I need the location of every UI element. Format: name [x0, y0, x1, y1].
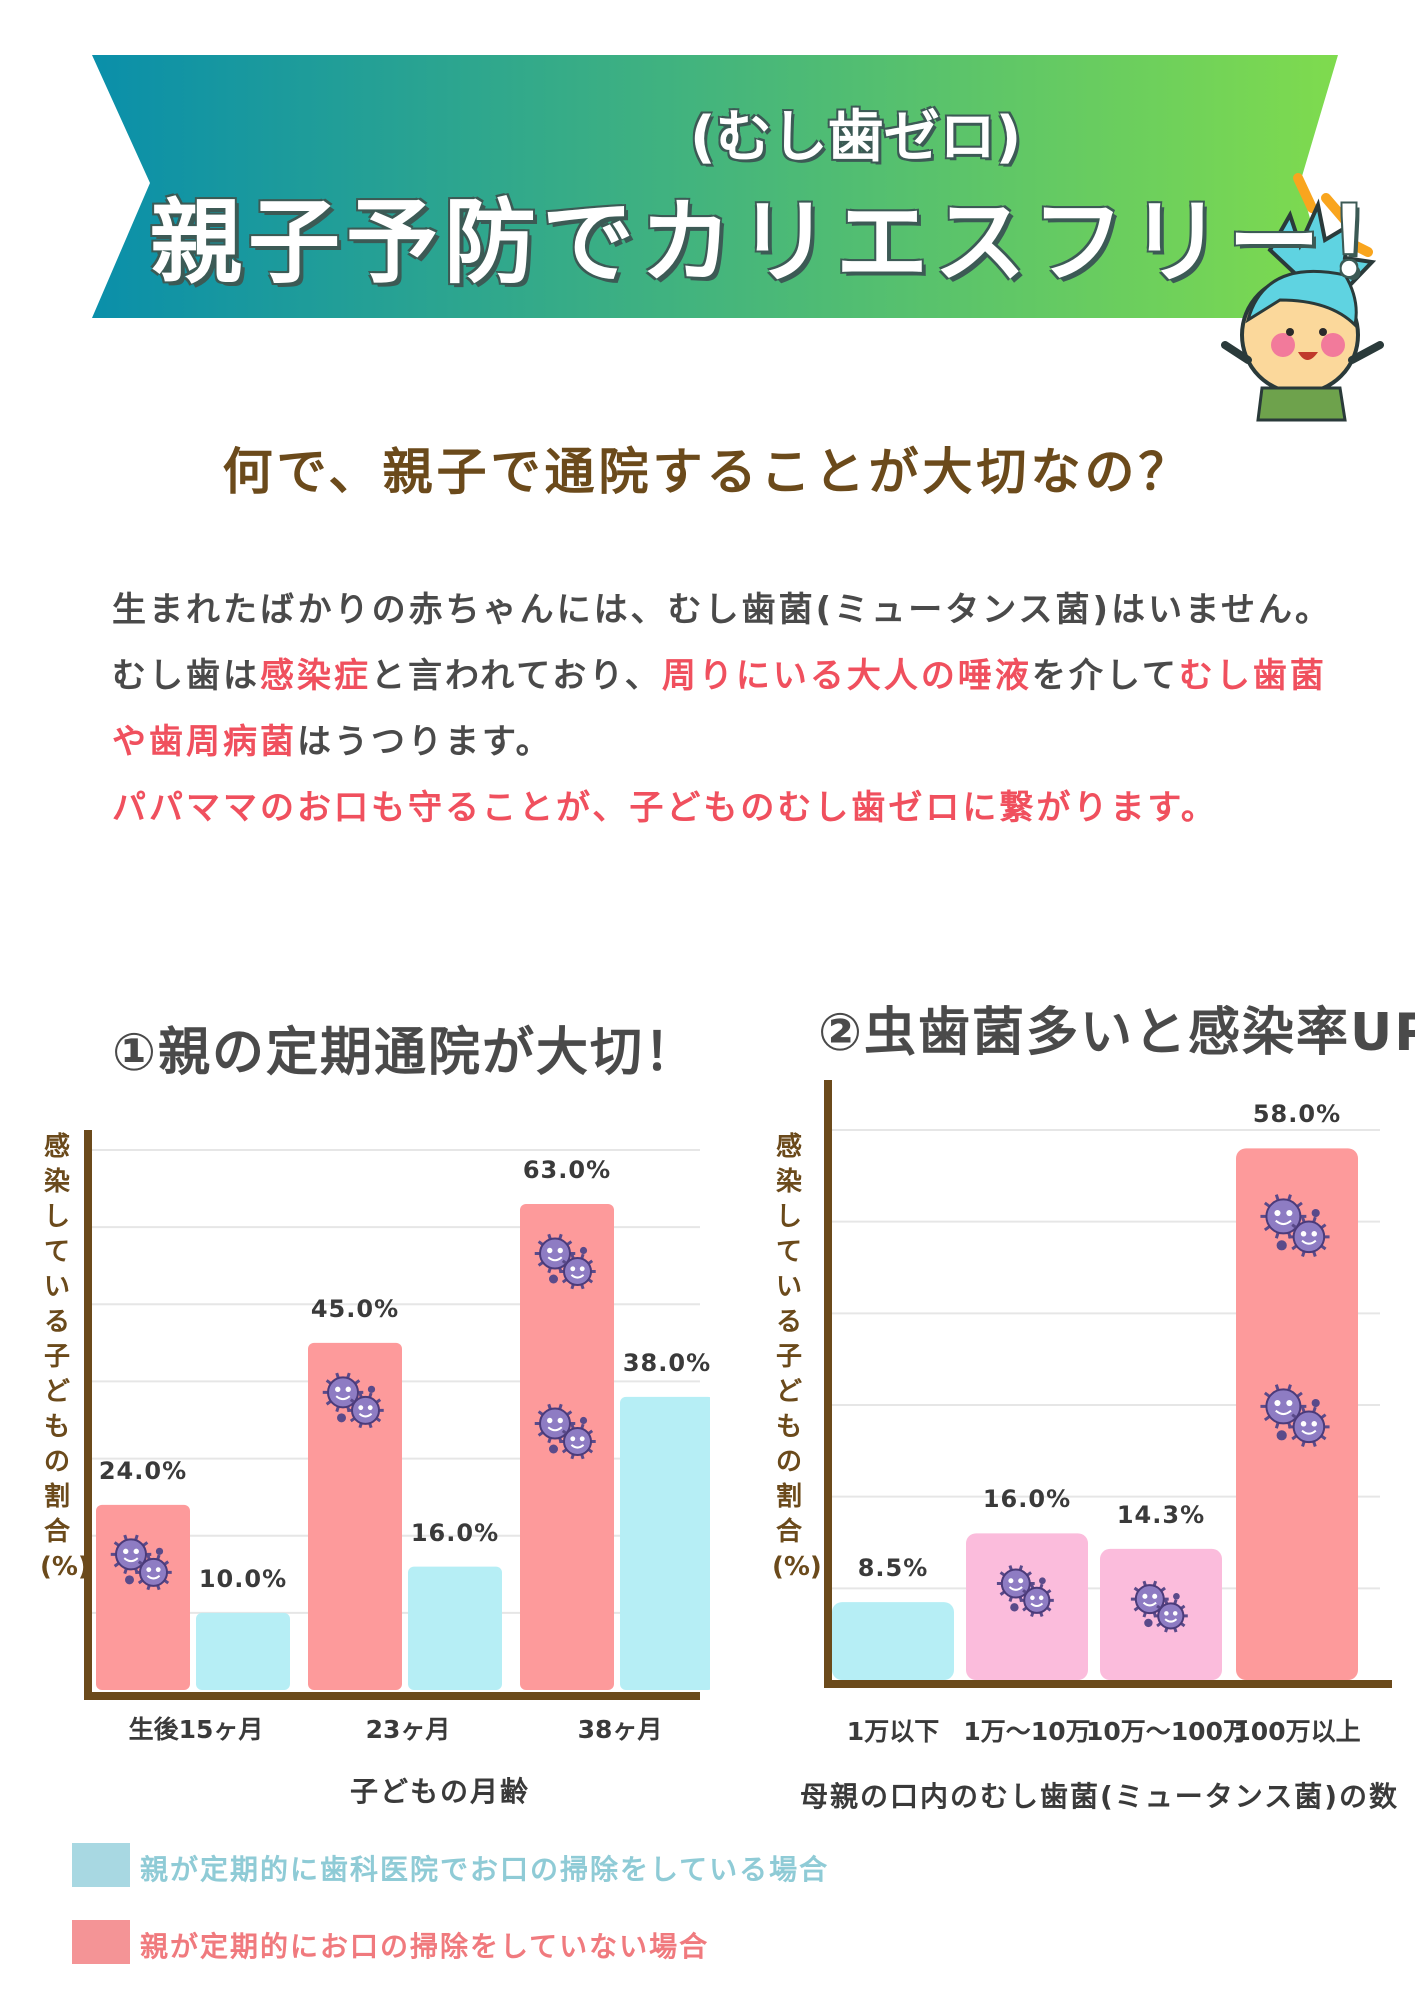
x-tick-label: 100万以上 — [1233, 1717, 1361, 1746]
chart1-x-axis-label: 子どもの月齢 — [349, 1775, 530, 1808]
data-label: 24.0% — [98, 1456, 188, 1485]
data-label: 16.0% — [982, 1485, 1072, 1514]
germ-icon — [347, 1392, 384, 1429]
data-label: 14.3% — [1116, 1500, 1206, 1529]
germ-icon — [1260, 1194, 1307, 1239]
bar — [96, 1504, 190, 1690]
highlight-text: や歯周病菌 — [112, 722, 297, 762]
germ-dot — [549, 1444, 558, 1454]
germ-dot — [549, 1274, 558, 1284]
germ-icon — [1019, 1583, 1054, 1617]
x-tick-label: 1万～10万 — [963, 1717, 1091, 1746]
germ-dot — [125, 1575, 134, 1585]
data-label: 16.0% — [410, 1518, 500, 1547]
x-tick-label: 23ヶ月 — [365, 1715, 451, 1744]
paragraph-line-2: むし歯は感染症と言われており、周りにいる大人の唾液を介してむし歯菌 — [112, 648, 1327, 697]
text: はうつります。 — [297, 722, 553, 762]
legend-label-red: 親が定期的にお口の掃除をしていない場合 — [140, 1930, 710, 1963]
highlight-text: 周りにいる大人の唾液 — [661, 656, 1032, 696]
germ-dot — [1311, 1208, 1320, 1218]
germ-icon — [996, 1565, 1035, 1602]
chart1-plot — [84, 1130, 710, 1700]
germ-dot — [1276, 1240, 1287, 1251]
germ-dot — [155, 1547, 164, 1555]
text: むし歯は — [112, 656, 260, 696]
data-label: 58.0% — [1252, 1100, 1342, 1129]
bar — [308, 1342, 402, 1690]
banner-subtitle: (むし歯ゼロ) — [690, 105, 1022, 170]
highlight-text: むし歯菌 — [1178, 656, 1327, 696]
legend-swatch-red — [72, 1920, 130, 1964]
legend-swatch-blue — [72, 1843, 130, 1887]
x-tick-label: 1万以下 — [846, 1717, 940, 1746]
chart2-x-axis-label: 母親の口内のむし歯菌(ミュータンス菌)の数 — [800, 1780, 1400, 1813]
banner-title: 親子予防でカリエスフリー！ — [150, 189, 1415, 296]
data-label: 10.0% — [198, 1564, 288, 1593]
bar — [620, 1396, 710, 1690]
germ-icon — [1260, 1384, 1307, 1429]
germ-dot — [367, 1385, 376, 1393]
chart1-title: ①親の定期通院が大切！ — [112, 1023, 699, 1083]
germ-icon — [1153, 1599, 1188, 1633]
germ-icon — [1130, 1580, 1169, 1618]
chart1-y-axis-label: 感染している子どもの割合(%) — [40, 1132, 90, 1582]
text: を介して — [1031, 656, 1179, 696]
data-label: 38.0% — [622, 1348, 712, 1377]
germ-dot — [1276, 1430, 1287, 1441]
germ-icon — [559, 1423, 596, 1460]
section-heading: 何で、親子で通院することが大切なの？ — [222, 443, 1193, 501]
paragraph-line-4: パパママのお口も守ることが、子どものむし歯ゼロに繋がります。 — [112, 788, 1218, 828]
germ-icon — [135, 1554, 172, 1591]
bar — [408, 1566, 502, 1690]
paragraph-line-1: 生まれたばかりの赤ちゃんには、むし歯菌(ミュータンス菌)はいません。 — [112, 590, 1333, 630]
germ-dot — [579, 1246, 588, 1255]
germ-icon — [1288, 1216, 1330, 1257]
bar — [196, 1612, 290, 1690]
germ-icon — [559, 1253, 596, 1290]
germ-dot — [1173, 1592, 1180, 1600]
germ-dot — [1039, 1577, 1046, 1585]
germ-icon — [534, 1403, 576, 1444]
data-label: 45.0% — [310, 1294, 400, 1323]
chart2-plot — [824, 1080, 1392, 1688]
chart2-title: ②虫歯菌多いと感染率UP! — [818, 1003, 1415, 1063]
x-tick-label: 10万～100万 — [1086, 1717, 1248, 1746]
data-label: 63.0% — [522, 1156, 612, 1184]
germ-dot — [1311, 1398, 1320, 1408]
x-tick-label: 38ヶ月 — [577, 1715, 663, 1744]
x-tick-label: 生後15ヶ月 — [128, 1715, 264, 1744]
germ-icon — [110, 1534, 152, 1575]
germ-dot — [579, 1416, 588, 1425]
mascot-character-icon — [1221, 198, 1384, 422]
germ-dot — [337, 1413, 346, 1423]
text: と言われており、 — [371, 656, 662, 696]
germ-icon — [534, 1233, 576, 1274]
legend-label-blue: 親が定期的に歯科医院でお口の掃除をしている場合 — [140, 1853, 830, 1886]
highlight-text: 感染症 — [260, 656, 371, 696]
germ-icon — [1288, 1406, 1330, 1447]
data-label: 8.5% — [857, 1554, 929, 1583]
title-banner — [92, 55, 1384, 422]
germ-dot — [1010, 1603, 1019, 1612]
bar — [832, 1602, 954, 1680]
paragraph-line-3: や歯周病菌はうつります。 — [112, 714, 553, 763]
germ-dot — [1144, 1618, 1153, 1628]
